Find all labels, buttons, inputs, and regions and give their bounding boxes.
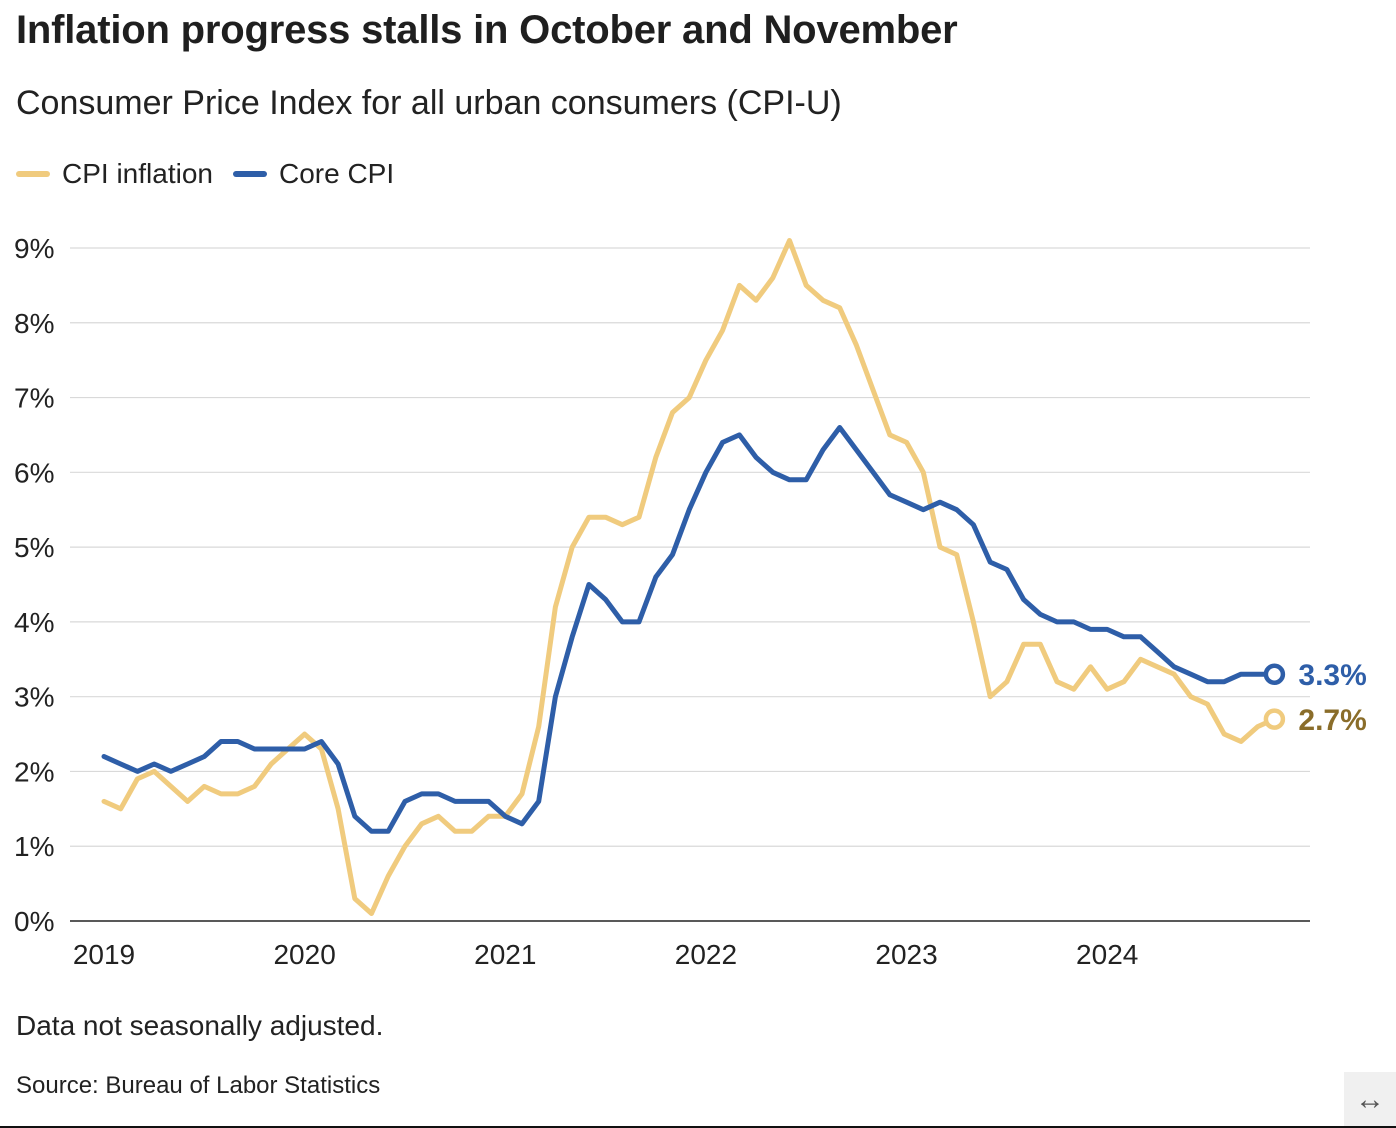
x-tick-label: 2024 bbox=[1076, 939, 1138, 970]
bottom-divider bbox=[0, 1126, 1396, 1128]
legend-label-core-cpi: Core CPI bbox=[278, 158, 395, 189]
y-tick-label: 3% bbox=[14, 682, 54, 713]
x-tick-label: 2022 bbox=[675, 939, 737, 970]
y-tick-label: 7% bbox=[14, 383, 54, 414]
core-cpi-line bbox=[101, 425, 1277, 834]
legend-swatch-core-cpi bbox=[232, 171, 267, 177]
chart-subtitle: Consumer Price Index for all urban consu… bbox=[16, 84, 842, 122]
x-tick-label: 2023 bbox=[875, 939, 937, 970]
y-tick-label: 5% bbox=[14, 532, 54, 563]
y-tick-label: 9% bbox=[14, 233, 54, 264]
core-cpi-end-label: 3.3% bbox=[1298, 659, 1366, 692]
y-tick-label: 1% bbox=[14, 831, 54, 862]
cpi-end-marker bbox=[1263, 708, 1286, 730]
y-tick-label: 6% bbox=[14, 457, 54, 488]
legend-swatch-cpi bbox=[16, 171, 50, 177]
cpi-end-label: 2.7% bbox=[1298, 704, 1366, 737]
y-tick-label: 4% bbox=[14, 607, 54, 638]
y-tick-label: 8% bbox=[14, 308, 54, 339]
legend-item-core-cpi: Core CPI bbox=[232, 158, 395, 190]
core-cpi-end-marker bbox=[1263, 663, 1286, 685]
chart-title: Inflation progress stalls in October and… bbox=[16, 8, 958, 52]
line-chart: 0% 1% 2% 3% 4% 5% 6% 7% 8% 9% 2019 2020 2021 2022 2023… bbox=[14, 233, 1367, 970]
y-tick-label: 0% bbox=[14, 906, 54, 937]
x-tick-label: 2021 bbox=[474, 939, 536, 970]
y-tick-label: 2% bbox=[14, 756, 54, 787]
source-note: Source: Bureau of Labor Statistics bbox=[16, 1072, 381, 1099]
legend-item-cpi: CPI inflation bbox=[16, 158, 213, 190]
legend-label-cpi: CPI inflation bbox=[62, 158, 213, 189]
x-tick-label: 2019 bbox=[73, 939, 135, 970]
legend: CPI inflation Core CPI bbox=[16, 156, 414, 192]
x-tick-label: 2020 bbox=[273, 939, 335, 970]
cpi-inflation-line bbox=[101, 238, 1277, 916]
data-note: Data not seasonally adjusted. bbox=[16, 1010, 384, 1041]
expand-icon[interactable]: ↔ bbox=[1344, 1072, 1396, 1128]
